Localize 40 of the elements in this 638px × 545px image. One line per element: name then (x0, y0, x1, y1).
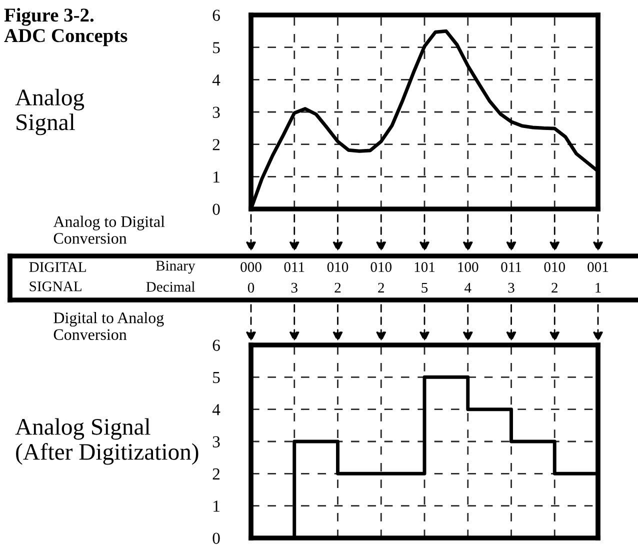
data-label: 2 (334, 282, 341, 293)
text: Figure 3-2. ADC Concepts (4, 8, 128, 46)
text: DIGITAL SIGNAL (29, 262, 86, 292)
y-tick-label: 3 (212, 436, 220, 448)
text: Decimal (146, 282, 195, 292)
y-tick-label: 4 (212, 404, 220, 416)
y-tick-label: 2 (212, 139, 220, 150)
y-tick-label: 1 (214, 171, 220, 182)
category-label: 011 (284, 262, 304, 272)
category-label: 101 (414, 262, 435, 272)
category-label: 001 (588, 262, 608, 272)
y-tick-label: 5 (213, 372, 220, 384)
data-label: 2 (378, 282, 384, 293)
data-label: 0 (248, 282, 254, 293)
text: Analog to Digital Conversion (53, 216, 165, 244)
y-tick-label: 0 (212, 204, 220, 215)
category-label: 010 (327, 262, 348, 272)
y-tick-label: 3 (212, 106, 220, 118)
data-label: 4 (464, 282, 472, 293)
y-tick-label: 0 (212, 532, 220, 544)
category-label: 100 (458, 262, 478, 272)
y-tick-label: 2 (212, 468, 220, 480)
text: Binary (156, 260, 196, 274)
y-axis-title: Analog Signal (15, 88, 84, 136)
y-tick-label: 5 (213, 42, 220, 54)
y-axis-title: Analog Signal (After Digitization) (15, 418, 198, 465)
category-label: 010 (544, 262, 566, 272)
y-tick-label: 6 (212, 340, 220, 351)
y-tick-label: 6 (212, 10, 220, 21)
category-label: 000 (240, 262, 262, 272)
data-label: 5 (422, 282, 428, 293)
y-tick-label: 1 (214, 500, 220, 512)
text: Digital to Analog Conversion (54, 312, 164, 340)
data-label: 3 (291, 282, 298, 293)
y-tick-label: 4 (212, 74, 220, 86)
category-label: 011 (501, 262, 522, 272)
data-label: 1 (596, 282, 601, 293)
data-label: 2 (552, 282, 558, 293)
category-label: 010 (370, 262, 392, 272)
data-label: 3 (508, 282, 514, 293)
